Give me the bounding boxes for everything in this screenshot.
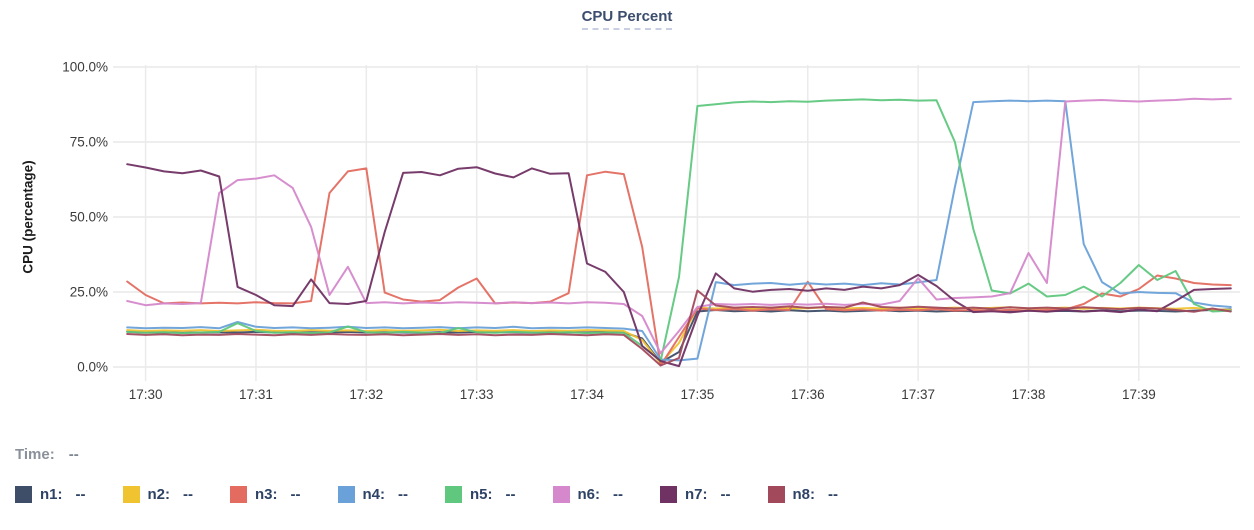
legend-value: -- [183, 486, 193, 503]
legend-label: n6: [577, 486, 601, 503]
y-tick-label: 50.0% [70, 210, 108, 225]
series-line-n5 [126, 98, 1232, 362]
legend-label: n5: [470, 486, 493, 503]
legend-value: -- [613, 486, 623, 503]
legend-item-n6[interactable]: n6: -- [552, 486, 623, 503]
legend-item-n1[interactable]: n1: -- [15, 486, 86, 503]
y-axis-title: CPU (percentage) [20, 160, 36, 274]
x-tick-label: 17:36 [791, 387, 825, 402]
legend-swatch-n2 [122, 486, 140, 503]
time-label: Time: [15, 446, 55, 463]
hover-time-readout: Time: -- [15, 446, 79, 463]
y-tick-label: 75.0% [70, 135, 108, 150]
cpu-usage-line-chart[interactable]: 17:30 17:31 17:32 17:33 17:34 17:35 17:36 17:37… [0, 0, 1254, 420]
legend-label: n8: [792, 486, 816, 503]
y-tick-label: 25.0% [70, 285, 108, 300]
legend-label: n7: [685, 486, 708, 503]
legend-swatch-n4 [337, 486, 355, 503]
legend-value: -- [720, 486, 731, 503]
legend-item-n3[interactable]: n3: -- [230, 486, 301, 503]
y-tick-label: 0.0% [77, 360, 108, 375]
series-line-n6 [126, 97, 1232, 355]
legend-item-n2[interactable]: n2: -- [122, 486, 193, 503]
series-line-n8 [126, 289, 1232, 367]
legend-swatch-n8 [767, 486, 785, 503]
chart-title: CPU Percent [581, 8, 673, 30]
x-tick-label: 17:38 [1012, 387, 1046, 402]
x-tick-label: 17:34 [570, 387, 604, 402]
y-tick-label: 100.0% [62, 60, 108, 75]
x-tick-label: 17:32 [349, 387, 383, 402]
legend-swatch-n5 [445, 486, 462, 503]
x-tick-label: 17:37 [901, 387, 935, 402]
legend-label: n3: [255, 486, 278, 503]
legend-swatch-n3 [230, 486, 247, 503]
x-tick-label: 17:39 [1122, 387, 1156, 402]
series-line-n4 [126, 99, 1232, 362]
legend-value: -- [398, 486, 408, 503]
legend-swatch-n6 [552, 486, 570, 503]
chart-title-wrap: CPU Percent [0, 8, 1254, 30]
legend-label: n2: [147, 486, 171, 503]
legend-value: -- [505, 486, 516, 503]
legend-value: -- [75, 486, 86, 503]
series-line-n3 [126, 167, 1232, 367]
x-tick-label: 17:35 [680, 387, 714, 402]
legend-value: -- [828, 486, 838, 503]
legend-item-n4[interactable]: n4: -- [337, 486, 408, 503]
x-tick-label: 17:30 [129, 387, 163, 402]
x-tick-label: 17:31 [239, 387, 273, 402]
x-tick-label: 17:33 [460, 387, 494, 402]
legend-swatch-n1 [15, 486, 32, 503]
legend-label: n4: [362, 486, 386, 503]
legend-swatch-n7 [660, 486, 677, 503]
legend-item-n8[interactable]: n8: -- [767, 486, 838, 503]
chart-legend: n1: -- n2: -- n3: -- n4: -- n5: -- n6: -… [15, 486, 838, 503]
legend-item-n5[interactable]: n5: -- [445, 486, 516, 503]
legend-label: n1: [40, 486, 63, 503]
legend-item-n7[interactable]: n7: -- [660, 486, 731, 503]
time-value: -- [68, 446, 79, 463]
series-line-n7 [126, 163, 1232, 368]
legend-value: -- [290, 486, 301, 503]
